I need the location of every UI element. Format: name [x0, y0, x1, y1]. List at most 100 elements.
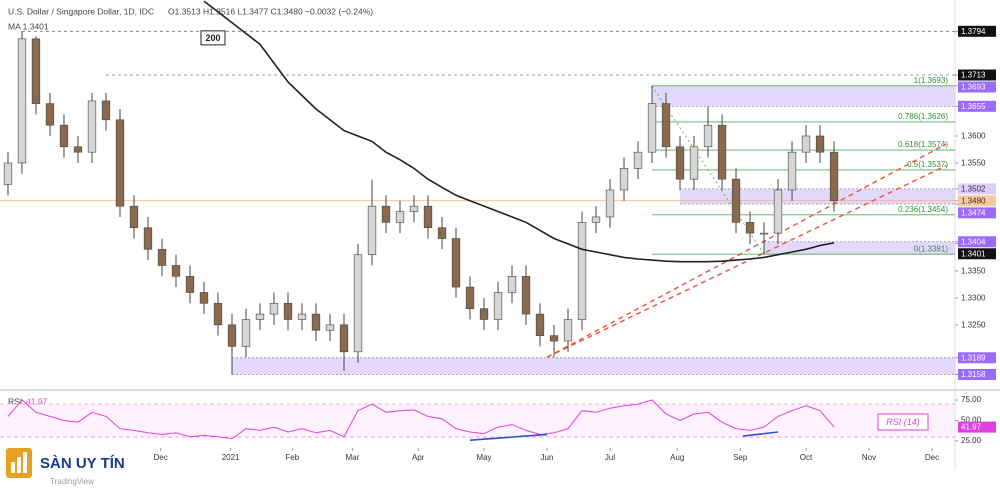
candle-body [367, 205, 377, 256]
x-tick-label: Feb [285, 453, 299, 462]
candle-body [157, 249, 167, 266]
candle-body [549, 335, 559, 342]
candle-body [605, 189, 615, 218]
candle-body [829, 151, 839, 202]
candle-body [773, 189, 783, 234]
ma-tag-box [200, 30, 226, 46]
candle-body [129, 205, 139, 229]
y-tick-label: 1.3655 [961, 102, 986, 111]
fib-label: 0.5(1.3537) [907, 160, 948, 169]
x-tick-label: Apr [412, 453, 425, 462]
y-tick-box [958, 25, 996, 37]
logo: SÀN UY TÍN TradingView [6, 448, 125, 486]
candle-body [59, 124, 69, 148]
candle-body [255, 313, 265, 320]
y-tick-box [958, 100, 996, 112]
y-tick-label: 25.00 [961, 436, 982, 445]
fib-label: 0.618(1.3574) [898, 140, 948, 149]
rsi-tag-box [877, 413, 929, 431]
candle-body [297, 313, 307, 320]
candle-body [395, 211, 405, 223]
rsi-value-label: 41.97 [961, 423, 982, 432]
y-tick-label: 1.3480 [961, 196, 986, 205]
candle-body [731, 178, 741, 223]
candle-body [801, 135, 811, 153]
y-tick-label: 1.3158 [961, 370, 986, 379]
y-tick-box [958, 69, 996, 81]
trendline [546, 165, 947, 358]
source: TradingView [50, 477, 94, 486]
divergence-line [742, 431, 779, 437]
candle-body [563, 319, 573, 342]
candle-body [717, 124, 727, 180]
candle-body [703, 124, 713, 148]
candle-body [451, 238, 461, 288]
x-tick-label: 2021 [222, 453, 240, 462]
zone [652, 85, 955, 107]
candle-body [745, 222, 755, 234]
trendline [546, 143, 947, 358]
candle-body [171, 265, 181, 277]
candle-body [3, 162, 13, 185]
y-tick-label: 1.3401 [961, 249, 986, 258]
x-tick-label: Dec [925, 453, 939, 462]
candle-body [31, 38, 41, 104]
y-tick-box [958, 207, 996, 219]
y-tick-box [958, 81, 996, 93]
y-tick-box [958, 352, 996, 364]
y-tick-label: 1.3350 [961, 267, 986, 276]
candle-body [311, 313, 321, 331]
candle-body [325, 324, 335, 331]
y-tick-label: 1.3502 [961, 184, 986, 193]
x-tick-label: Jun [541, 453, 554, 462]
candle-body [787, 151, 797, 191]
y-tick-box [958, 236, 996, 248]
candle-body [101, 100, 111, 121]
candle-body [535, 313, 545, 336]
y-tick-label: 50.00 [961, 416, 982, 425]
y-tick-label: 1.3600 [961, 132, 986, 141]
candle-body [409, 205, 419, 212]
y-tick-label: 1.3474 [961, 208, 986, 217]
y-tick-box [958, 183, 996, 195]
rsi-value: 41.97 [26, 396, 48, 406]
candle-body [647, 103, 657, 153]
x-tick-label: Sep [733, 453, 748, 462]
rsi-value-box [958, 421, 996, 433]
candle-body [87, 100, 97, 153]
candle-body [241, 319, 251, 347]
rsi-line [7, 399, 835, 440]
candle-body [115, 119, 125, 207]
x-tick-label: Nov [862, 453, 876, 462]
candle-body [339, 324, 349, 353]
ma-line [203, 0, 835, 263]
x-tick-label: Aug [670, 453, 684, 462]
divergence-line [469, 433, 548, 441]
y-tick-box [958, 369, 996, 381]
candle-body [493, 292, 503, 320]
fib-label: 0(1.3381) [914, 244, 949, 253]
candle-body [185, 275, 195, 293]
zone [680, 188, 955, 204]
chart-title: U.S. Dollar / Singapore Dollar, 1D, IDC [8, 6, 154, 16]
fib-label: 0.236(1.3454) [898, 205, 948, 214]
candle-body [465, 286, 475, 309]
candle-body [199, 292, 209, 304]
candle-body [283, 302, 293, 320]
fib-label: 1(1.3693) [914, 76, 949, 85]
fib-diagonal [651, 85, 765, 255]
y-tick-label: 1.3693 [961, 83, 986, 92]
y-tick-label: 1.3300 [961, 293, 986, 302]
candle-body [227, 324, 237, 347]
zone [231, 357, 955, 375]
candle-body [521, 275, 531, 315]
candle-body [143, 227, 153, 250]
y-tick-box [958, 248, 996, 260]
candle-body [591, 216, 601, 223]
y-tick-label: 1.3713 [961, 71, 986, 80]
logo-bar [11, 462, 15, 473]
rsi-name: RSI [8, 396, 22, 406]
y-tick-label: 1.3404 [961, 237, 986, 246]
ma-tag: 200 [205, 33, 220, 43]
ohlc-header: O1.3513 H1.3516 L1.3477 C1.3480 −0.0032 … [168, 6, 373, 16]
